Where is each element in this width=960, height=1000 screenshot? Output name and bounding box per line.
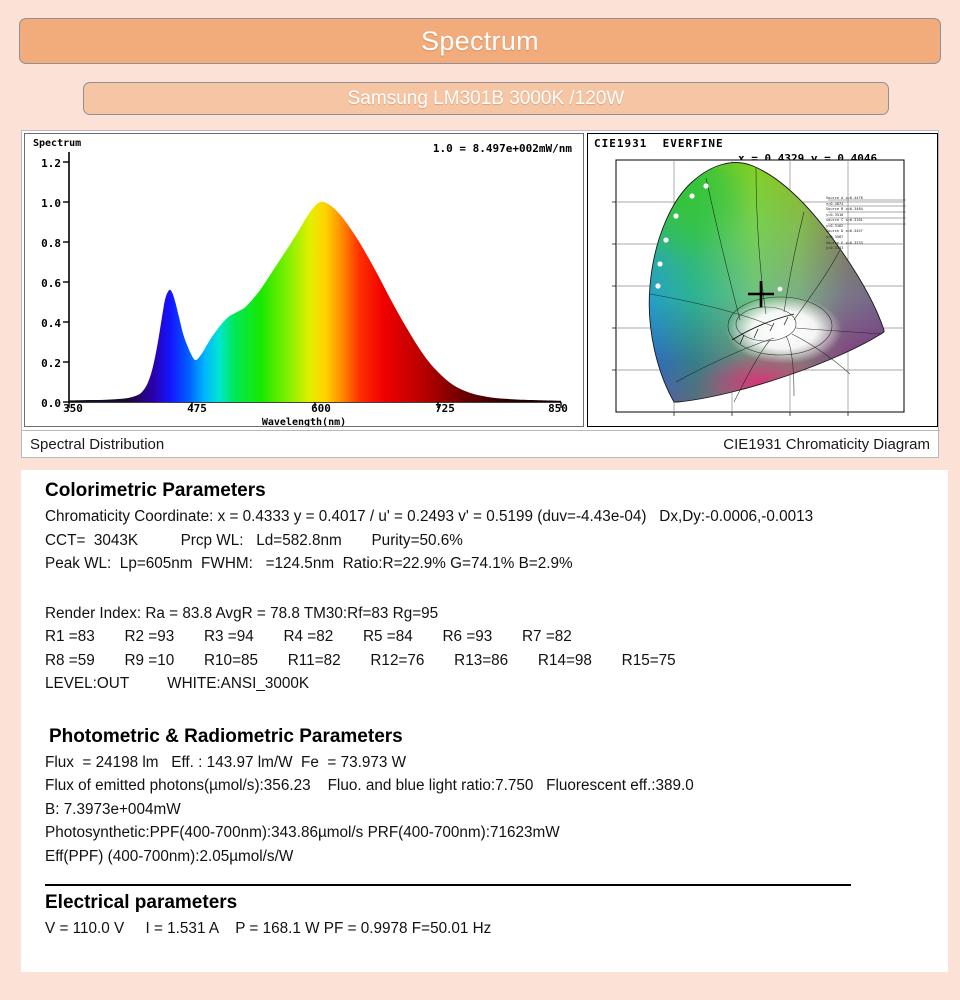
spectral-distribution-chart: Spectrum 1.0 = 8.497e+002mW/nm 1.2 1.0 0… xyxy=(24,133,584,427)
figure-captions: Spectral Distribution CIE1931 Chromatici… xyxy=(22,430,940,458)
cie-legend-row: y=0.3162 xyxy=(826,223,844,228)
spacer xyxy=(45,696,948,726)
charts-row: Spectrum 1.0 = 8.497e+002mW/nm 1.2 1.0 0… xyxy=(22,131,940,429)
photometric-line: Photosynthetic:PPF(400-700nm):343.86µmol… xyxy=(45,824,560,841)
electrical-heading: Electrical parameters xyxy=(45,892,238,913)
photometric-line: Eff(PPF) (400-700nm):2.05µmol/s/W xyxy=(45,847,294,865)
cie-legend-row: Source B x=0.3484 xyxy=(826,207,863,212)
spd-xtick-3: 725 xyxy=(435,402,455,415)
cie-legend-row: y=0.3587 xyxy=(826,234,844,239)
photometric-line: Flux of emitted photons(µmol/s):356.23 F… xyxy=(45,777,694,794)
cie-legend-row: Source C x=0.3101 xyxy=(826,218,863,223)
spectral-distribution-caption: Spectral Distribution xyxy=(30,436,165,453)
cie-measured-point-marker xyxy=(748,281,774,307)
parameters-report: Colorimetric Parameters Chromaticity Coo… xyxy=(21,470,948,972)
spd-ytick-1: 1.0 xyxy=(41,197,61,210)
spd-ytick-5: 0.2 xyxy=(41,357,61,370)
spd-plot-svg xyxy=(63,152,562,408)
spacer xyxy=(45,576,948,602)
product-subtitle: Samsung LM301B 3000K /120W xyxy=(347,87,625,109)
spd-xaxis-title: Wavelength(nm) xyxy=(261,417,347,427)
cie-illuminant-legend: Source A x=0.4476 y=0.4074 Source B x=0.… xyxy=(826,196,906,252)
cie-chromaticity-chart: CIE1931 EVERFINE x = 0.4329 y = 0.4046 C… xyxy=(587,133,938,427)
render-index-line: LEVEL:OUT WHITE:ANSI_3000K xyxy=(45,675,310,692)
cie-legend-row: Source A x=0.4476 xyxy=(826,196,863,200)
colorimetric-line: Chromaticity Coordinate: x = 0.4333 y = … xyxy=(45,508,814,525)
electrical-line: V = 110.0 V I = 1.531 A P = 168.1 W PF =… xyxy=(45,920,492,937)
cie-chromaticity-caption: CIE1931 Chromaticity Diagram xyxy=(723,436,930,453)
render-index-line: R1 =83 R2 =93 R3 =94 R4 =82 R5 =84 R6 =9… xyxy=(45,628,572,645)
product-subtitle-bar: Samsung LM301B 3000K /120W xyxy=(83,82,889,115)
colorimetric-heading: Colorimetric Parameters xyxy=(45,480,266,501)
spd-xtick-4: 850 xyxy=(548,402,568,415)
page-title-bar: Spectrum xyxy=(19,18,941,64)
cie-legend-row: y=0.4074 xyxy=(826,201,844,206)
cie-legend-row: Source E x=0.3333 xyxy=(826,240,863,245)
photometric-heading: Photometric & Radiometric Parameters xyxy=(49,725,403,747)
spacer xyxy=(45,868,948,880)
cie-legend-row: y=0.3333 xyxy=(826,246,844,251)
cie-legend-row: Source D x=0.3457 xyxy=(826,229,863,234)
cie-title: CIE1931 EVERFINE xyxy=(594,137,724,150)
colorimetric-line: Peak WL: Lp=605nm FWHM: =124.5nm Ratio:R… xyxy=(45,555,573,572)
photometric-line: Flux = 24198 lm Eff. : 143.97 lm/W Fe = … xyxy=(45,753,407,771)
spd-xtick-2: 600 xyxy=(311,402,331,415)
spd-normalization-label: 1.0 = 8.497e+002mW/nm xyxy=(432,142,572,155)
spd-ytick-0: 1.2 xyxy=(41,157,61,170)
spd-ytick-2: 0.8 xyxy=(41,237,61,250)
spd-corner-label: Spectrum xyxy=(33,138,82,149)
spd-ytick-3: 0.6 xyxy=(41,277,61,290)
render-index-line: Render Index: Ra = 83.8 AvgR = 78.8 TM30… xyxy=(45,604,439,622)
render-index-line: R8 =59 R9 =10 R10=85 R11=82 R12=76 R13=8… xyxy=(45,651,676,669)
photometric-line: B: 7.3973e+004mW xyxy=(45,800,181,818)
spd-ytick-6: 0.0 xyxy=(41,397,61,410)
page-title: Spectrum xyxy=(421,25,539,56)
cie-plot-svg xyxy=(612,159,906,416)
section-divider xyxy=(45,884,851,886)
spd-ytick-4: 0.4 xyxy=(41,317,61,330)
spd-xtick-0: 350 xyxy=(63,402,83,415)
cie-legend-row: y=0.3516 xyxy=(826,212,844,217)
colorimetric-line: CCT= 3043K Prcp WL: Ld=582.8nm Purity=50… xyxy=(45,531,463,549)
figures-panel: Spectrum 1.0 = 8.497e+002mW/nm 1.2 1.0 0… xyxy=(21,130,940,458)
